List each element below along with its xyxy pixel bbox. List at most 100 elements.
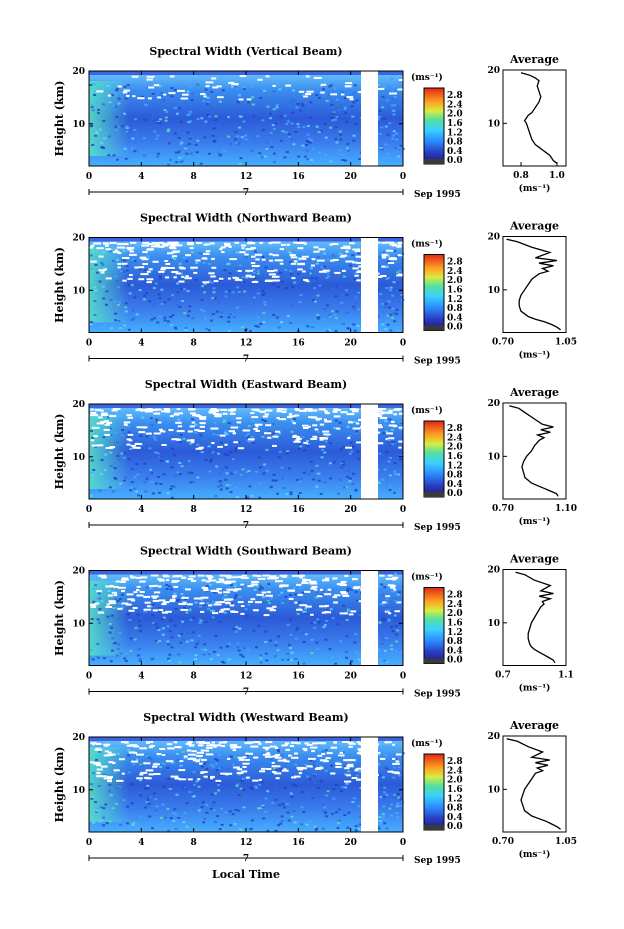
- heatmap-cell: [119, 447, 123, 450]
- heatmap-cell: [391, 442, 395, 445]
- heatmap-missing-data: [89, 241, 406, 284]
- missing-cell: [130, 241, 137, 244]
- heatmap-cell: [135, 490, 139, 493]
- heatmap-cell: [198, 495, 201, 498]
- missing-cell: [342, 245, 351, 248]
- heatmap-cell: [228, 810, 232, 813]
- missing-cell: [169, 600, 176, 603]
- missing-cell: [281, 411, 287, 413]
- heatmap-cell: [329, 442, 333, 445]
- missing-cell: [265, 768, 272, 770]
- heatmap-cell: [328, 85, 332, 88]
- missing-cell: [291, 776, 297, 779]
- missing-cell: [96, 768, 103, 771]
- missing-cell: [117, 586, 126, 589]
- missing-cell: [101, 576, 107, 579]
- missing-cell: [181, 576, 186, 579]
- heatmap-cell: [390, 407, 394, 410]
- heatmap-cell: [134, 773, 138, 776]
- colorbar-tick-label: 1.6: [447, 452, 463, 462]
- heatmap-cell: [280, 591, 284, 594]
- missing-cell: [326, 752, 333, 755]
- heatmap-cell: [309, 101, 313, 104]
- heatmap-cell: [237, 786, 241, 789]
- heatmap-cell: [394, 796, 398, 799]
- heatmap-cell: [343, 107, 347, 110]
- heatmap-cell: [127, 431, 131, 434]
- heatmap-cell: [105, 99, 109, 102]
- heatmap-cell: [159, 118, 163, 121]
- missing-cell: [203, 589, 209, 591]
- heatmap-cell: [281, 658, 285, 661]
- heatmap-cell: [127, 425, 130, 428]
- heatmap-cell: [354, 829, 358, 832]
- heatmap-cell: [313, 761, 316, 764]
- heatmap-cell: [166, 640, 170, 643]
- heatmap-cell: [203, 282, 207, 285]
- missing-cell: [398, 426, 403, 429]
- heatmap-cell: [96, 643, 100, 646]
- missing-cell: [333, 415, 341, 418]
- missing-cell: [237, 768, 243, 771]
- heatmap-cell: [117, 458, 121, 461]
- heatmap-cell: [127, 749, 131, 752]
- heatmap-cell: [176, 291, 180, 294]
- heatmap-cell: [400, 801, 404, 804]
- heatmap-cell: [200, 765, 204, 768]
- heatmap-cell: [167, 643, 171, 646]
- heatmap-cell: [113, 467, 117, 470]
- heatmap-cell: [163, 769, 167, 772]
- heatmap-cell: [217, 301, 221, 304]
- missing-cell: [203, 95, 207, 98]
- heatmap-cell: [271, 283, 275, 286]
- date-label: Sep 1995: [414, 190, 461, 200]
- heatmap-cell: [147, 802, 151, 805]
- colorbar-tick-label: 0.0: [447, 489, 463, 499]
- heatmap-cell: [182, 437, 186, 440]
- missing-cell: [297, 247, 304, 250]
- heatmap-cell: [115, 802, 119, 805]
- heatmap-cell: [285, 803, 289, 805]
- heatmap-cell: [285, 151, 289, 153]
- average-profile-line: [506, 238, 561, 331]
- heatmap-cell: [314, 300, 317, 303]
- missing-cell: [144, 410, 151, 413]
- missing-cell: [381, 241, 389, 244]
- missing-cell: [324, 420, 332, 423]
- heatmap-cell: [127, 771, 131, 774]
- missing-cell: [108, 761, 114, 764]
- average-x-label: (ms⁻¹): [519, 350, 551, 361]
- colorbar-tick-label: 0.0: [447, 822, 463, 832]
- missing-cell: [312, 424, 318, 427]
- heatmap-cell: [252, 271, 256, 274]
- heatmap-cell: [183, 811, 187, 814]
- heatmap-cell: [287, 250, 291, 253]
- heatmap-cell: [396, 271, 400, 274]
- heatmap-cell: [298, 443, 302, 446]
- missing-cell: [199, 762, 203, 765]
- heatmap-cell: [211, 600, 215, 603]
- heatmap-cell: [248, 485, 252, 488]
- heatmap-cell: [264, 266, 268, 269]
- heatmap-cell: [312, 147, 316, 150]
- heatmap-cell: [393, 320, 396, 323]
- missing-cell: [174, 574, 183, 577]
- heatmap-cell: [160, 302, 164, 305]
- heatmap-cell: [288, 750, 292, 753]
- heatmap-cell: [124, 274, 128, 277]
- missing-cell: [217, 591, 222, 594]
- heatmap-low-level-enhancement: [89, 580, 129, 656]
- heatmap-cell: [325, 278, 329, 281]
- heatmap-cell: [272, 432, 276, 435]
- average-frame: [502, 735, 567, 833]
- missing-cell: [314, 428, 319, 431]
- heatmap-cell: [387, 460, 391, 463]
- missing-cell: [323, 593, 332, 596]
- heatmap-cell: [387, 619, 391, 622]
- heatmap-cell: [155, 655, 159, 658]
- heatmap-cell: [389, 329, 393, 332]
- missing-cell: [148, 773, 154, 776]
- heatmap-cell: [98, 821, 101, 824]
- heatmap-cell: [231, 85, 234, 88]
- missing-cell: [242, 429, 251, 432]
